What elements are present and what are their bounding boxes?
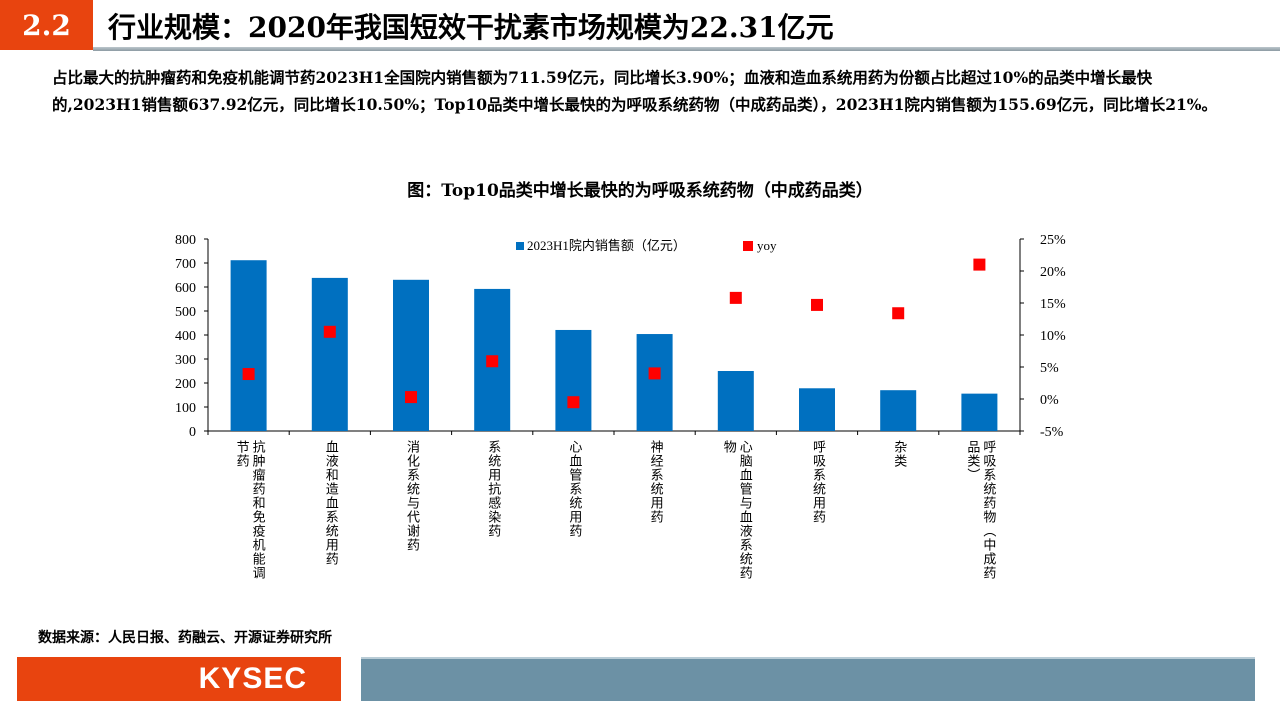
x-category-label: 消化系统与代谢药: [404, 440, 419, 552]
data-source: 数据来源：人民日报、药融云、开源证券研究所: [38, 630, 332, 646]
left-tick-label: 100: [175, 401, 196, 416]
right-tick-label: 15%: [1040, 297, 1066, 312]
x-category-label: 抗肿瘤药和免疫机能调节药: [233, 440, 265, 580]
right-tick-label: 5%: [1040, 361, 1059, 376]
left-tick-label: 600: [175, 281, 196, 296]
right-tick-label: 0%: [1040, 393, 1059, 408]
bar: [311, 277, 348, 431]
bar: [961, 393, 998, 431]
yoy-point: [242, 368, 255, 381]
legend-yoy-swatch: [743, 241, 753, 251]
left-tick-label: 300: [175, 353, 196, 368]
header-divider: [93, 47, 1280, 51]
x-category-label: 呼吸系统药物（中成药品类）: [964, 440, 996, 580]
chart-title: 图：Top10品类中增长最快的为呼吸系统药物（中成药品类）: [407, 181, 873, 201]
left-tick-label: 500: [175, 305, 196, 320]
yoy-point: [567, 396, 580, 409]
right-tick-label: -5%: [1040, 425, 1064, 440]
left-tick-label: 400: [175, 329, 196, 344]
bar: [880, 390, 917, 431]
right-tick-label: 20%: [1040, 265, 1066, 280]
x-category-label: 血液和造血系统用药: [322, 440, 338, 566]
yoy-point: [405, 391, 417, 404]
legend-bar-label: 2023H1院内销售额（亿元）: [527, 238, 686, 253]
bar: [799, 388, 835, 431]
left-tick-label: 0: [189, 425, 196, 440]
yoy-point: [648, 367, 661, 380]
x-category-label: 心脑血管与血液系统药物: [720, 440, 752, 580]
yoy-point: [973, 258, 986, 271]
right-tick-label: 10%: [1040, 329, 1066, 344]
yoy-point: [892, 307, 905, 320]
bar: [393, 279, 429, 431]
bar: [230, 260, 267, 431]
bar: [555, 329, 592, 431]
summary-paragraph: 占比最大的抗肿瘤药和免疫机能调节药2023H1全国院内销售额为711.59亿元，…: [52, 68, 1217, 114]
x-category-label: 神经系统用药: [647, 440, 663, 524]
right-tick-label: 25%: [1040, 233, 1066, 248]
yoy-point: [729, 291, 742, 304]
kysec-logo: KYSEC: [17, 657, 341, 701]
legend-bar-swatch: [516, 242, 524, 250]
yoy-point: [811, 298, 823, 311]
legend: 2023H1院内销售额（亿元） yoy: [516, 238, 777, 253]
bar: [636, 334, 673, 431]
legend-yoy-label: yoy: [757, 238, 777, 253]
x-category-label: 呼吸系统用药: [810, 440, 825, 524]
footer-bar: [361, 657, 1255, 701]
left-tick-label: 200: [175, 377, 196, 392]
section-number: 2.2: [0, 0, 93, 50]
x-category-label: 心血管系统用药: [566, 440, 582, 538]
x-category-label: 系统用抗感染药: [485, 440, 501, 538]
left-tick-label: 700: [175, 257, 196, 272]
bar: [717, 371, 754, 431]
yoy-point: [323, 325, 336, 338]
page-title: 行业规模：2020年我国短效干扰素市场规模为22.31亿元: [108, 11, 834, 44]
left-tick-label: 800: [175, 233, 196, 248]
x-category-label: 杂类: [891, 440, 907, 468]
yoy-point: [486, 355, 499, 368]
